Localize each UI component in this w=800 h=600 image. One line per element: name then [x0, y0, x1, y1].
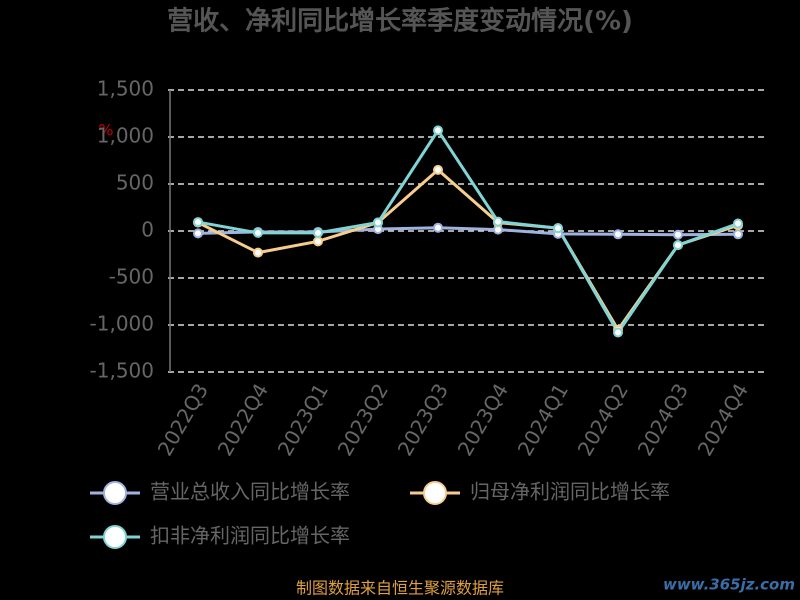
data-point — [433, 164, 443, 175]
x-tick-label: 2023Q1 — [273, 379, 333, 460]
data-point — [253, 227, 263, 238]
watermark: www.365jz.com — [663, 576, 795, 594]
y-tick-label: -1,500 — [90, 359, 154, 383]
y-tick-label: -1,000 — [90, 312, 154, 336]
data-point — [433, 222, 443, 233]
x-tick-label: 2022Q3 — [153, 379, 213, 460]
legend-marker — [103, 525, 127, 549]
y-unit: % — [98, 121, 113, 140]
source: 制图数据来自恒生聚源数据库 — [296, 579, 504, 598]
data-point — [553, 223, 563, 234]
data-point — [193, 217, 203, 228]
series-line — [197, 167, 739, 333]
data-point — [673, 229, 683, 240]
y-tick-label: -500 — [109, 265, 154, 289]
data-point — [733, 229, 743, 240]
data-point — [673, 240, 683, 251]
data-point — [613, 327, 623, 338]
x-tick-label: 2023Q3 — [393, 379, 453, 460]
legend-marker — [423, 481, 447, 505]
data-point — [613, 229, 623, 240]
x-tick-label: 2024Q3 — [633, 379, 693, 460]
y-tick-label: 500 — [116, 171, 154, 195]
chart-title: 营收、净利同比增长率季度变动情况(%) — [167, 6, 633, 37]
legend-label: 归母净利润同比增长率 — [470, 480, 670, 504]
data-point — [313, 227, 323, 238]
x-tick-label: 2023Q4 — [453, 379, 513, 460]
y-tick-label: 0 — [141, 218, 154, 242]
data-point — [493, 216, 503, 227]
legend-label: 营业总收入同比增长率 — [150, 480, 350, 504]
data-point — [313, 236, 323, 247]
x-tick-label: 2022Q4 — [213, 379, 273, 460]
data-point — [433, 125, 443, 136]
legend-marker — [103, 481, 127, 505]
x-tick-label: 2024Q1 — [513, 379, 573, 460]
data-point — [253, 247, 263, 258]
y-tick-label: 1,000 — [97, 124, 154, 148]
legend-label: 扣非净利润同比增长率 — [150, 524, 350, 548]
data-point — [733, 218, 743, 229]
x-tick-label: 2024Q2 — [573, 379, 633, 460]
data-point — [373, 217, 383, 228]
series-line — [197, 127, 739, 336]
data-point — [193, 228, 203, 239]
x-tick-label: 2023Q2 — [333, 379, 393, 460]
y-tick-label: 1,500 — [97, 77, 154, 101]
x-tick-label: 2024Q4 — [693, 379, 753, 460]
